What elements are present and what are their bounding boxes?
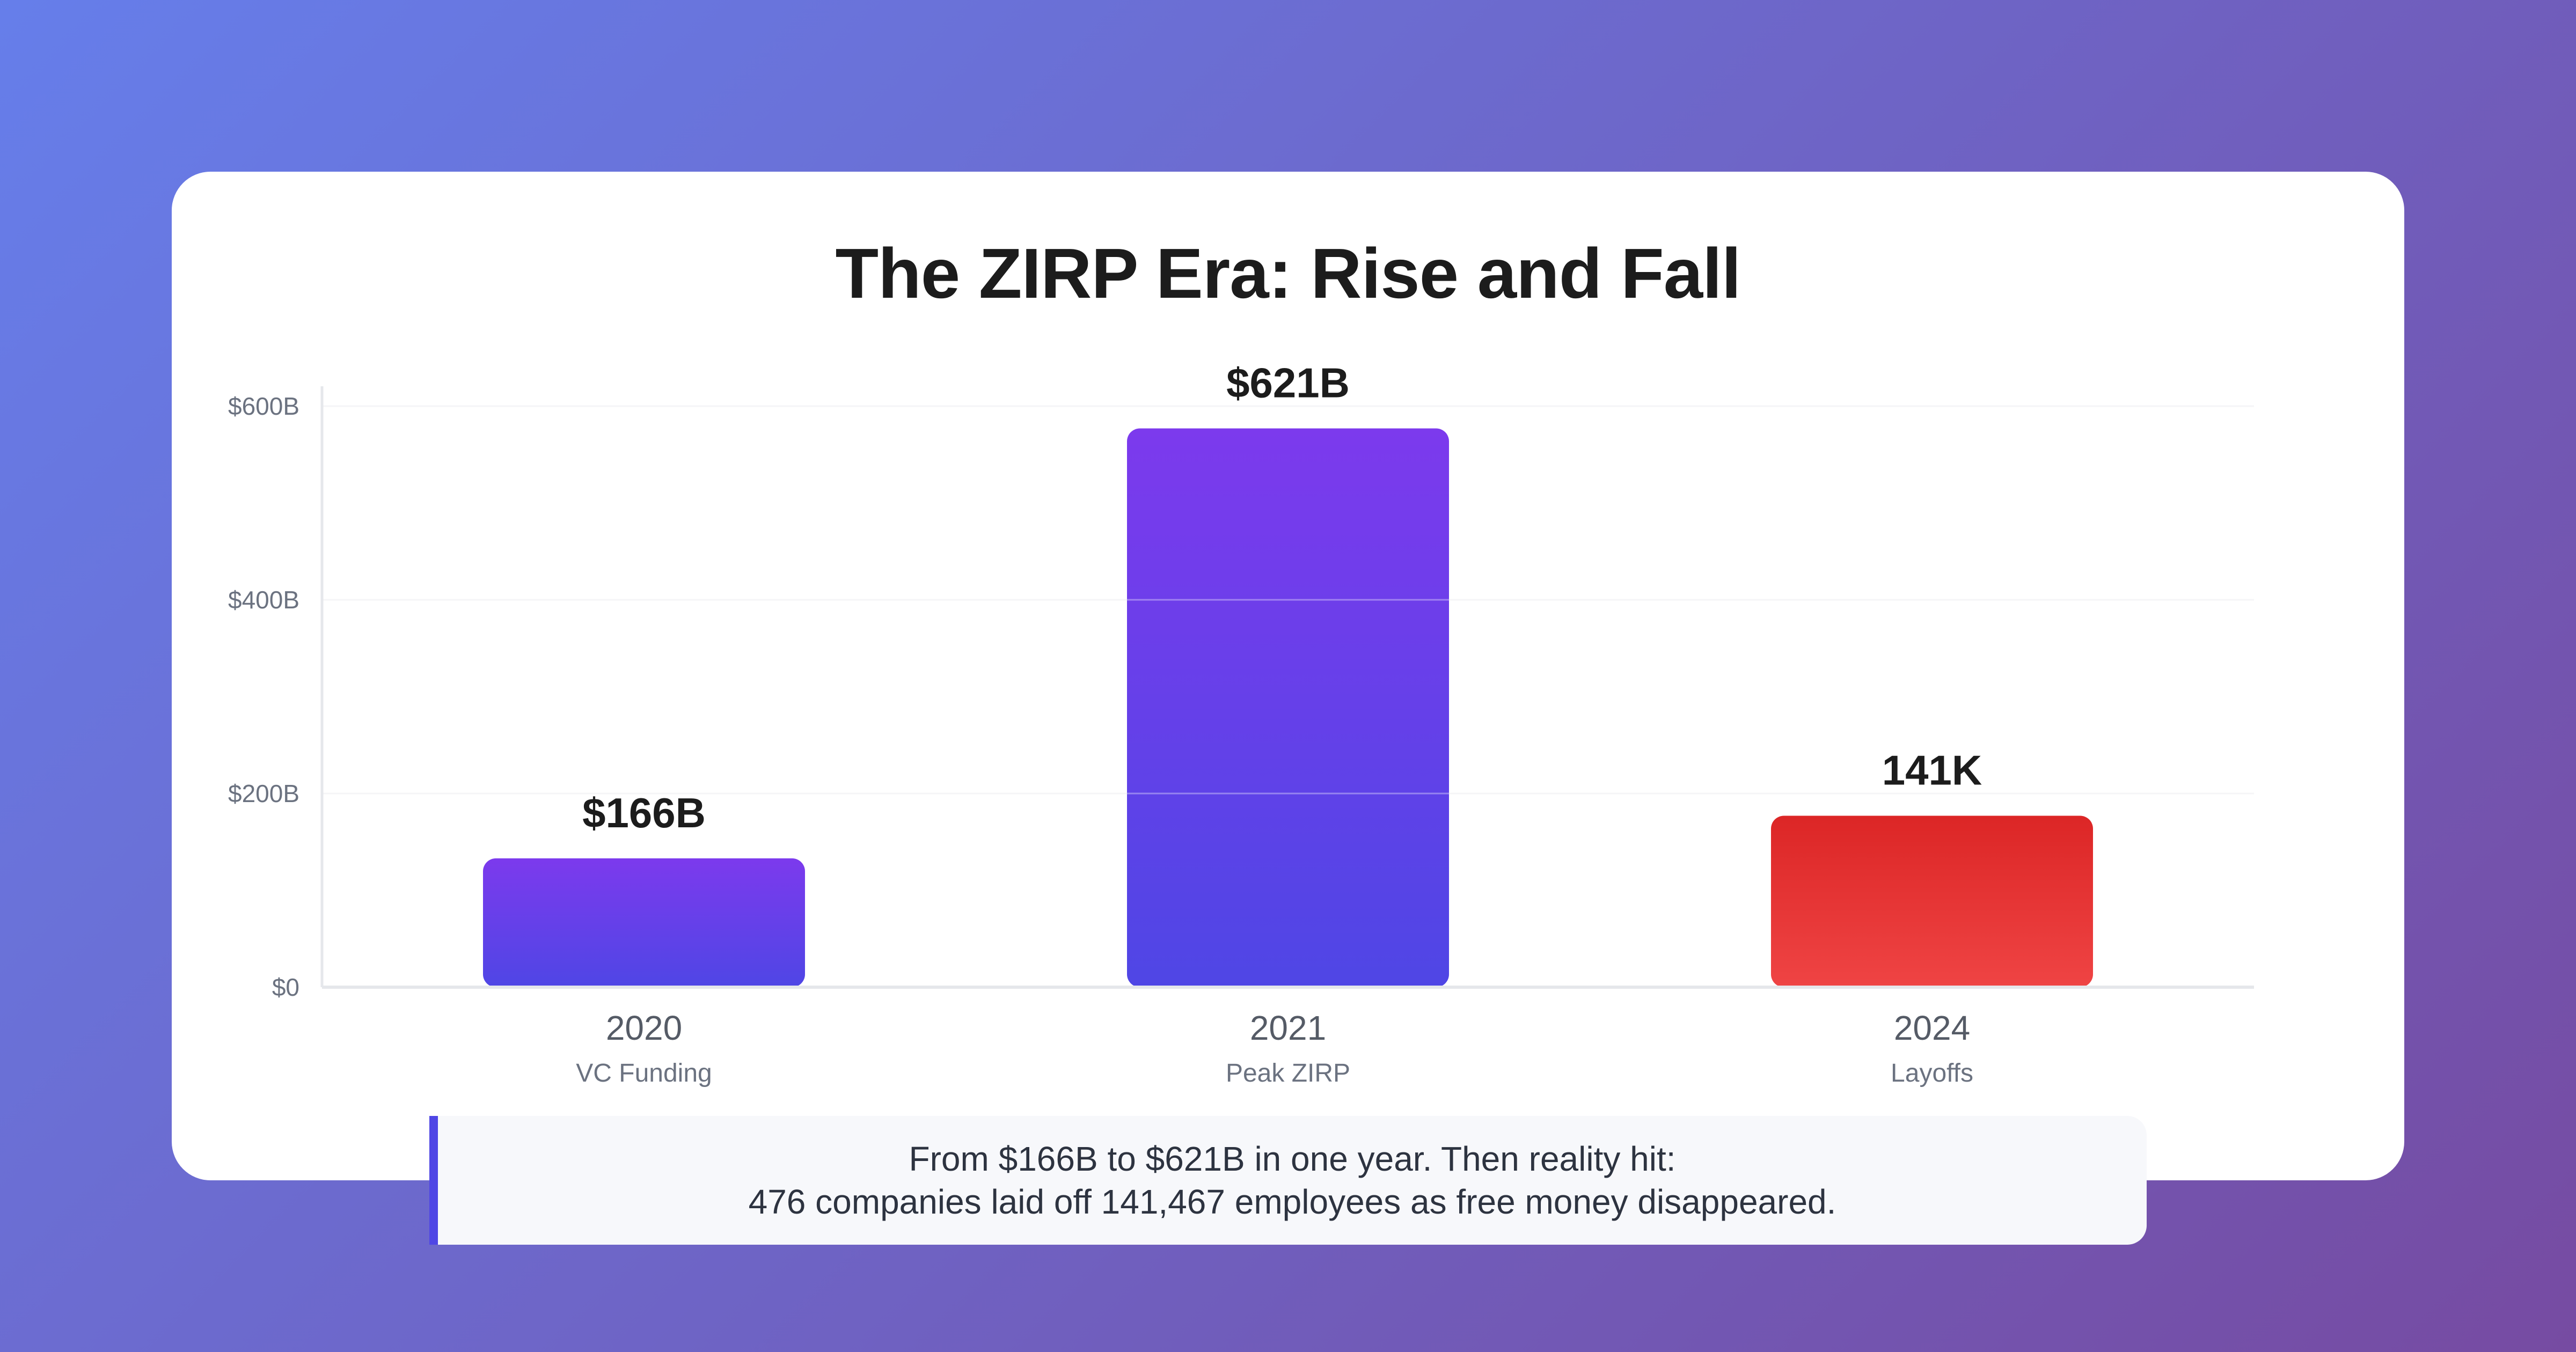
category-sublabel: Peak ZIRP [1226, 1059, 1350, 1088]
grid-overlay [322, 405, 2254, 795]
callout-line-2: 476 companies laid off 141,467 employees… [748, 1182, 1836, 1221]
category-label: 2020 [606, 1009, 682, 1047]
category-sublabel: Layoffs [1891, 1059, 1973, 1088]
category-label: 2024 [1894, 1009, 1970, 1047]
category-sublabel: VC Funding [576, 1059, 712, 1088]
y-tick-label: $0 [272, 973, 299, 1001]
category-label: 2021 [1250, 1009, 1326, 1047]
data-label: $166B [582, 789, 706, 836]
data-label: $621B [1226, 359, 1350, 407]
bar-2020 [483, 858, 805, 987]
summary-callout: From $166B to $621B in one year. Then re… [429, 1116, 2147, 1245]
chart-title: The ZIRP Era: Rise and Fall [835, 234, 1741, 313]
callout-line-1: From $166B to $621B in one year. Then re… [909, 1140, 1676, 1178]
bar-2024 [1771, 815, 2093, 987]
bar-2021 [1127, 428, 1449, 987]
y-tick-label: $600B [228, 392, 299, 420]
labels: $0 $200B $400B $600B $166B 2020 VC Funding $621… [228, 359, 1982, 1088]
bars [483, 428, 2093, 987]
axes [320, 386, 2254, 989]
y-tick-label: $200B [228, 780, 299, 807]
y-tick-label: $400B [228, 586, 299, 614]
data-label: 141K [1882, 747, 1982, 794]
